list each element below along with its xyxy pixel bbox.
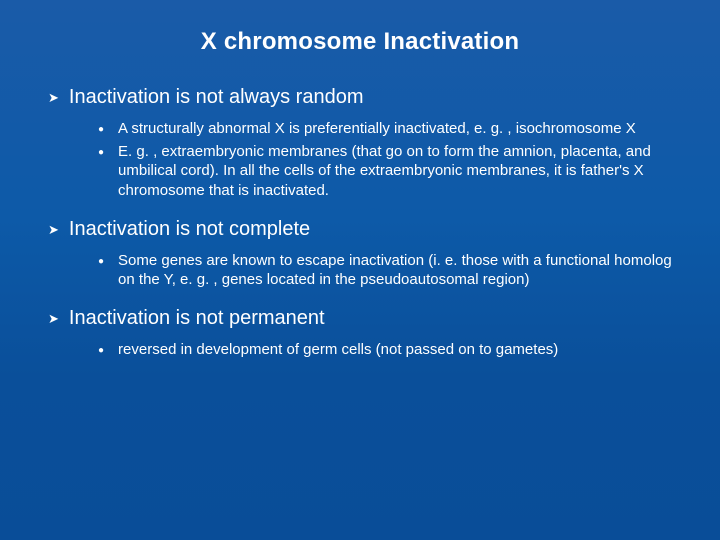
sub-bullet-row: ● E. g. , extraembryonic membranes (that… [98, 142, 672, 200]
sub-bullet-row: ● Some genes are known to escape inactiv… [98, 251, 672, 289]
sub-bullet-row: ● reversed in development of germ cells … [98, 340, 672, 359]
slide-container: X chromosome Inactivation ➤ Inactivation… [0, 0, 720, 540]
bullet-group-2: ➤ Inactivation is not complete ● Some ge… [48, 218, 672, 289]
bullet-row: ➤ Inactivation is not always random [48, 86, 672, 109]
bullet-row: ➤ Inactivation is not complete [48, 218, 672, 241]
arrow-icon: ➤ [48, 90, 59, 106]
sub-bullet-row: ● A structurally abnormal X is preferent… [98, 119, 672, 138]
sub-bullet-text: E. g. , extraembryonic membranes (that g… [118, 142, 672, 200]
bullet-group-3: ➤ Inactivation is not permanent ● revers… [48, 307, 672, 359]
sub-bullet-container: ● A structurally abnormal X is preferent… [98, 119, 672, 200]
dot-icon: ● [98, 147, 104, 158]
slide-title: X chromosome Inactivation [48, 28, 672, 56]
sub-bullet-text: reversed in development of germ cells (n… [118, 340, 558, 359]
dot-icon: ● [98, 345, 104, 356]
sub-bullet-text: Some genes are known to escape inactivat… [118, 251, 672, 289]
bullet-group-1: ➤ Inactivation is not always random ● A … [48, 86, 672, 200]
bullet-text: Inactivation is not always random [69, 86, 364, 109]
bullet-text: Inactivation is not permanent [69, 307, 325, 330]
dot-icon: ● [98, 256, 104, 267]
bullet-row: ➤ Inactivation is not permanent [48, 307, 672, 330]
arrow-icon: ➤ [48, 222, 59, 238]
sub-bullet-container: ● Some genes are known to escape inactiv… [98, 251, 672, 289]
arrow-icon: ➤ [48, 311, 59, 327]
dot-icon: ● [98, 124, 104, 135]
bullet-text: Inactivation is not complete [69, 218, 310, 241]
sub-bullet-container: ● reversed in development of germ cells … [98, 340, 672, 359]
sub-bullet-text: A structurally abnormal X is preferentia… [118, 119, 636, 138]
